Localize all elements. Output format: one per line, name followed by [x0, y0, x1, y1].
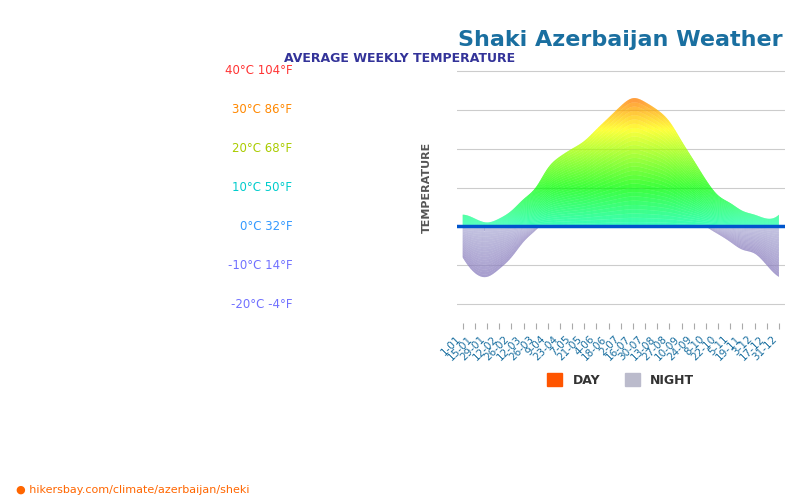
- Text: 20°C 68°F: 20°C 68°F: [232, 142, 293, 155]
- Text: 0°C 32°F: 0°C 32°F: [240, 220, 293, 233]
- Text: -10°C 14°F: -10°C 14°F: [228, 258, 293, 272]
- Text: TEMPERATURE: TEMPERATURE: [422, 142, 432, 233]
- Text: -20°C -4°F: -20°C -4°F: [231, 298, 293, 310]
- Text: 40°C 104°F: 40°C 104°F: [225, 64, 293, 78]
- Legend: DAY, NIGHT: DAY, NIGHT: [541, 367, 701, 394]
- Text: AVERAGE WEEKLY TEMPERATURE: AVERAGE WEEKLY TEMPERATURE: [285, 52, 515, 66]
- Text: 10°C 50°F: 10°C 50°F: [233, 181, 293, 194]
- Title: Shaki Azerbaijan Weather: Shaki Azerbaijan Weather: [458, 30, 783, 50]
- Text: 30°C 86°F: 30°C 86°F: [233, 104, 293, 117]
- Text: ● hikersbay.com/climate/azerbaijan/sheki: ● hikersbay.com/climate/azerbaijan/sheki: [16, 485, 250, 495]
